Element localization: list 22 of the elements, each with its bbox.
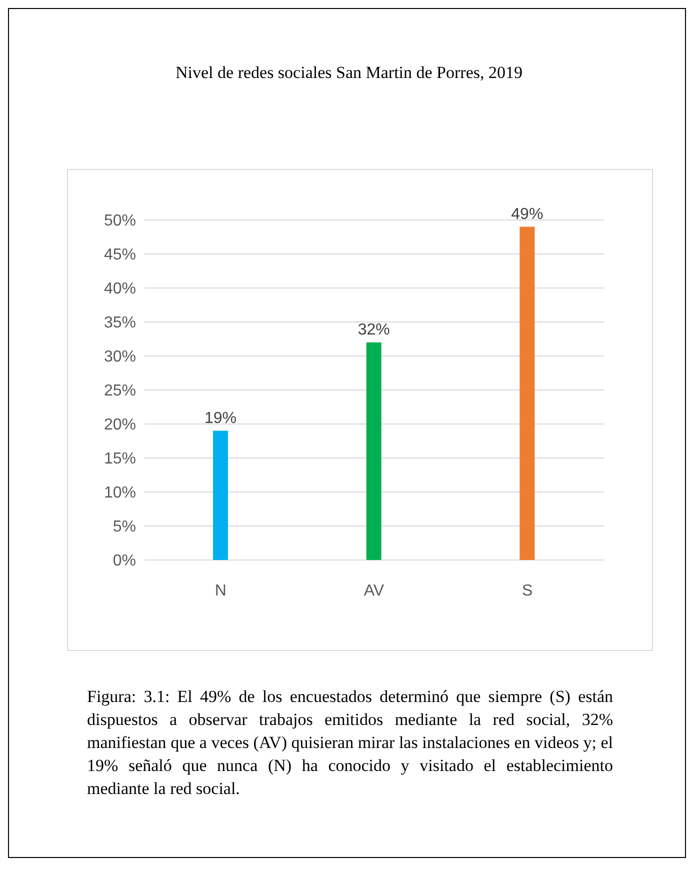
x-tick-label: AV <box>364 582 384 600</box>
chart-title: Nivel de redes sociales San Martin de Porres, 2019 <box>174 62 524 84</box>
x-tick-label: N <box>214 582 226 600</box>
bar <box>520 226 535 560</box>
y-tick-label: 0% <box>112 552 136 570</box>
bar <box>366 342 382 560</box>
y-tick-label: 20% <box>104 416 136 434</box>
x-tick-label: S <box>522 582 533 600</box>
y-tick-label: 10% <box>104 484 136 502</box>
data-label: 19% <box>204 410 237 427</box>
y-tick-label: 35% <box>104 314 136 332</box>
data-label: 49% <box>511 206 544 223</box>
y-tick-label: 15% <box>104 450 136 468</box>
y-tick-label: 45% <box>104 246 136 264</box>
y-tick-label: 30% <box>104 348 136 366</box>
data-label: 32% <box>358 321 390 338</box>
y-tick-label: 50% <box>104 212 136 230</box>
y-tick-label: 25% <box>104 382 136 400</box>
text: Figura: 3.1: El 49% de los encuestados determinó que siempre (S) están dispuestos a observar trabajos emitidos mediante la red social, 32% manifiestan que a veces (AV) quisieran mirar las instalaciones en videos y; el 19% señaló que nunca (N) ha conocido y visitado el establecimiento mediante la red social. <box>87 686 613 800</box>
bar <box>213 430 228 560</box>
y-tick-label: 5% <box>112 518 136 536</box>
y-tick-label: 40% <box>104 280 136 298</box>
